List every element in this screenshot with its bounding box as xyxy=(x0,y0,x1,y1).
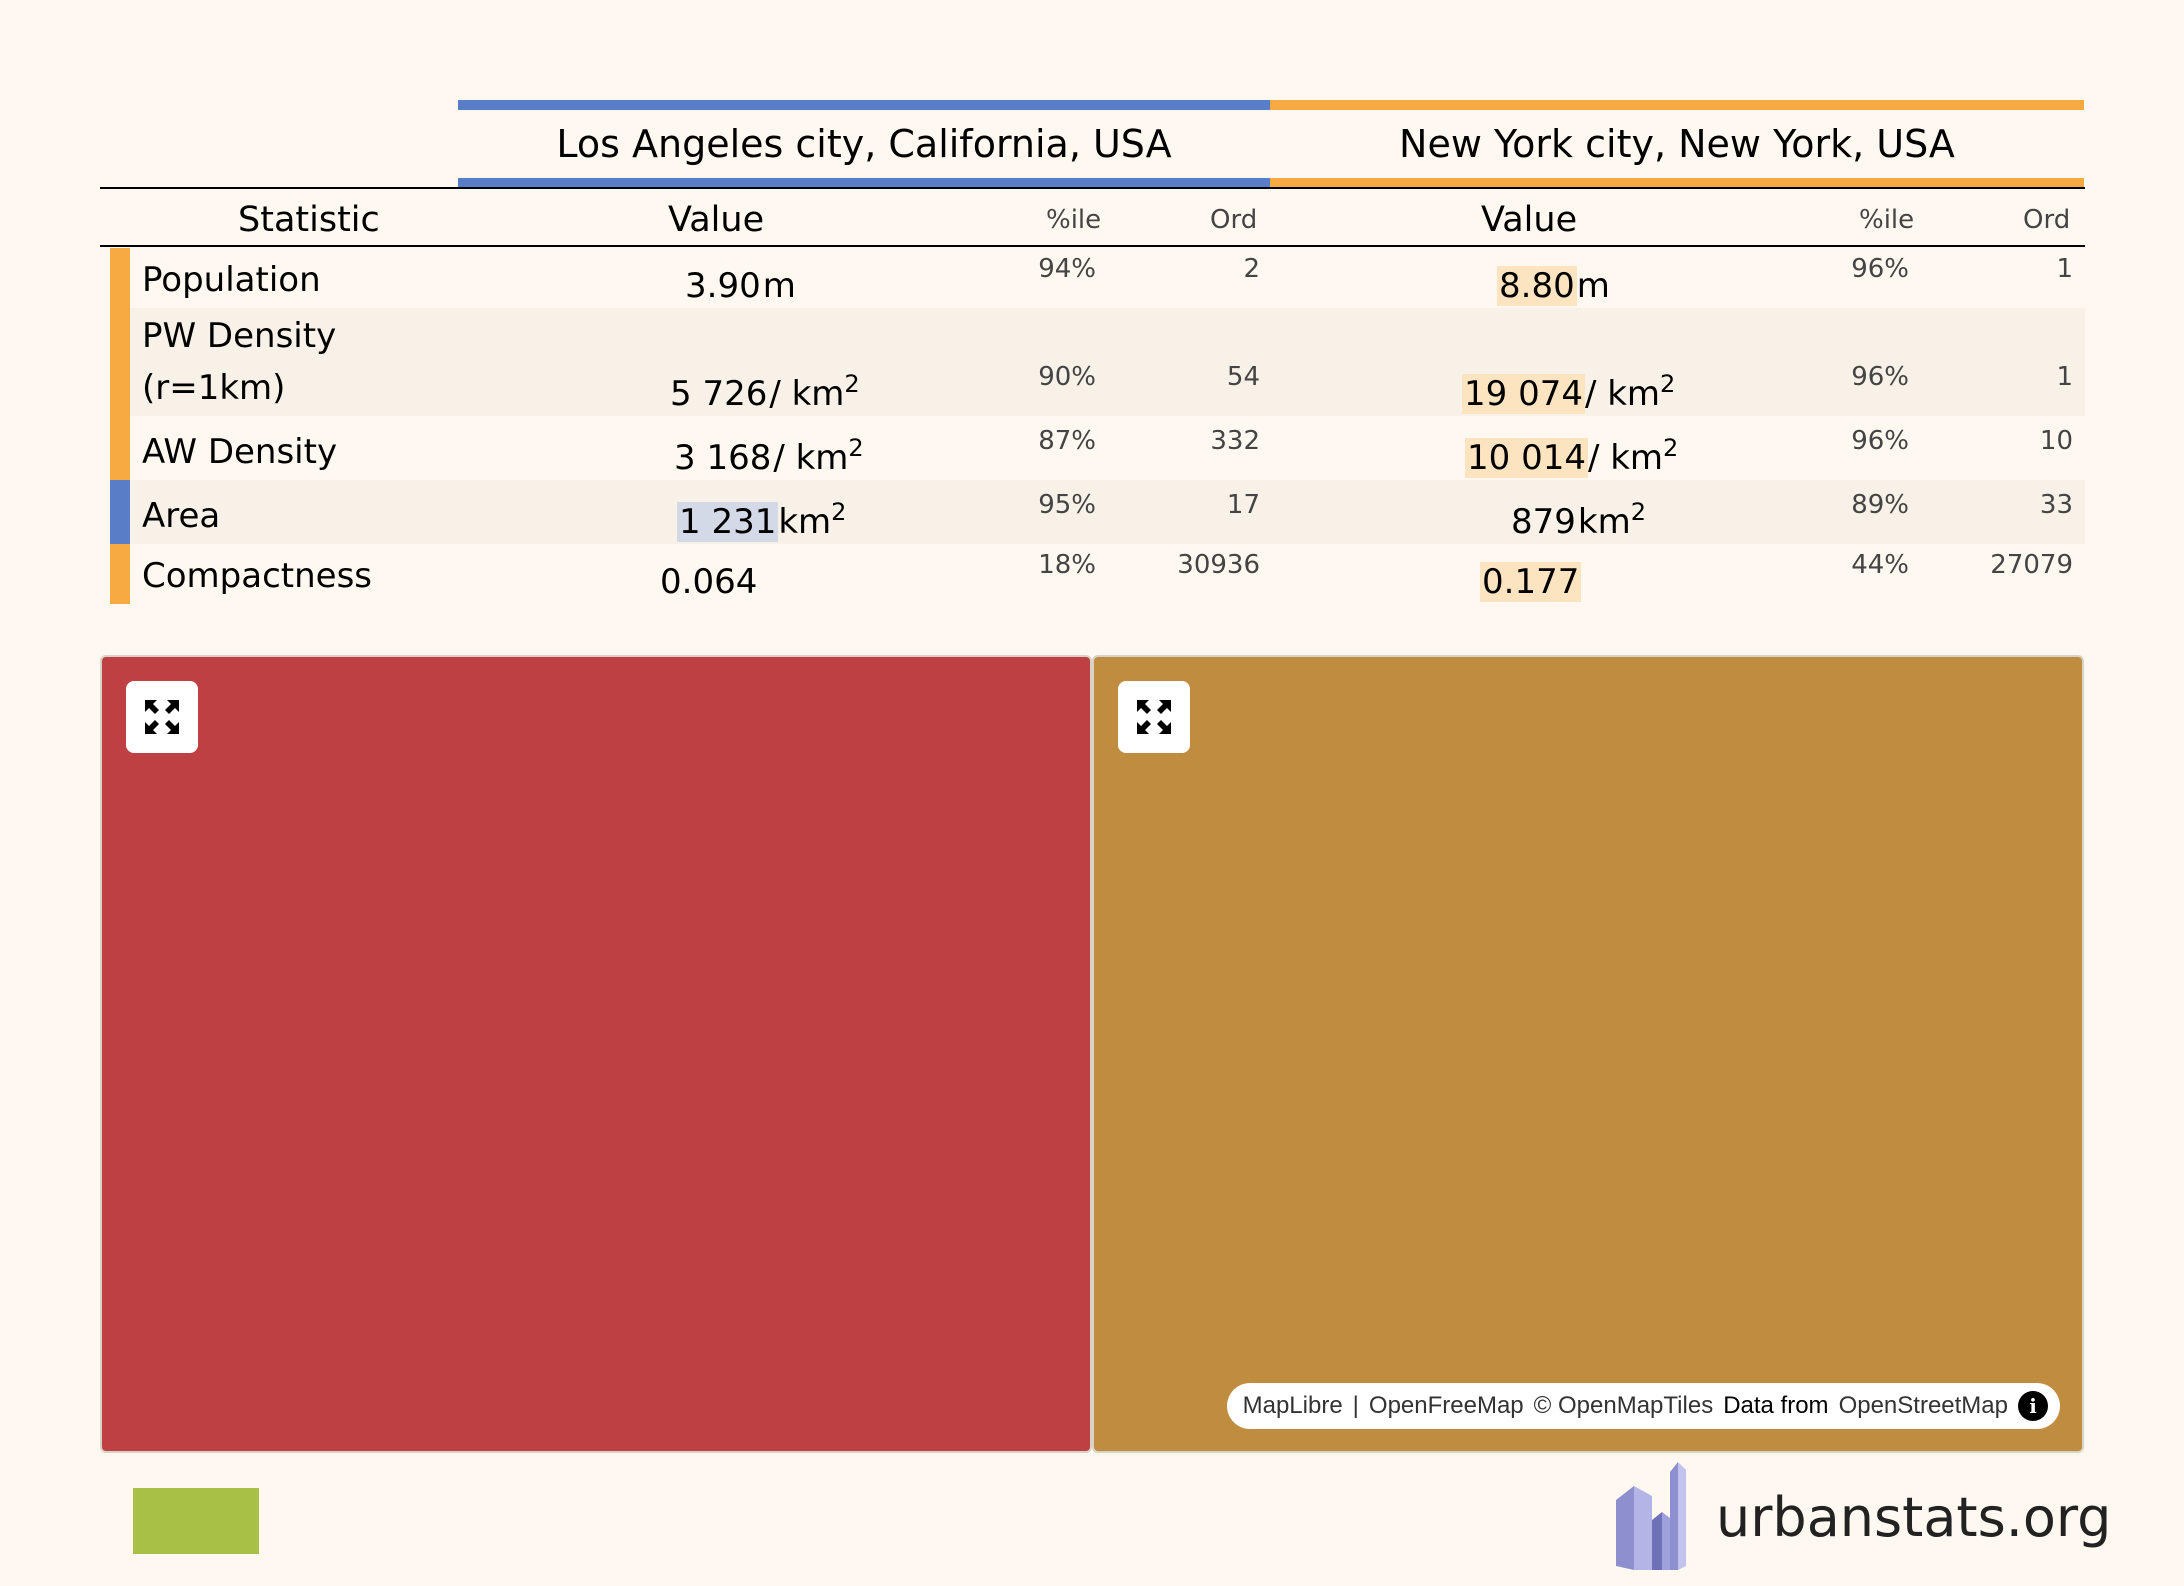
la-area-ordinal: 17 xyxy=(1226,490,1260,520)
stat-label-population[interactable]: Population xyxy=(142,260,321,300)
row-winner-stripe xyxy=(110,308,130,416)
la-pw-density-percentile: 90% xyxy=(1038,362,1096,392)
la-population-value: 3.90 m xyxy=(685,266,796,306)
row-winner-stripe xyxy=(110,416,130,480)
table-row xyxy=(110,480,2085,544)
data-from-label: Data from xyxy=(1723,1392,1829,1419)
info-icon[interactable]: i xyxy=(2018,1391,2048,1421)
expand-arrows-icon[interactable] xyxy=(1118,681,1190,753)
header-rule-top xyxy=(100,187,2085,189)
ny-compactness-value: 0.177 xyxy=(1480,562,1582,602)
ny-compactness-ordinal: 27079 xyxy=(1990,550,2073,580)
ny-aw-density-percentile: 96% xyxy=(1851,426,1909,456)
openstreetmap-link[interactable]: OpenStreetMap xyxy=(1838,1392,2008,1419)
openfreemap-link[interactable]: OpenFreeMap xyxy=(1368,1392,1524,1419)
la-region-header[interactable]: Los Angeles city, California, USA xyxy=(458,110,1270,178)
ny-ordinal-column-header[interactable]: Ord xyxy=(2023,205,2071,235)
row-winner-stripe xyxy=(110,480,130,544)
la-aw-density-percentile: 87% xyxy=(1038,426,1096,456)
la-population-ordinal: 2 xyxy=(1243,254,1260,284)
legend-color-swatch xyxy=(133,1488,259,1554)
ny-header-bottom-bar xyxy=(1270,178,2084,188)
la-region-name[interactable]: Los Angeles city, California, USA xyxy=(556,122,1172,166)
la-compactness-ordinal: 30936 xyxy=(1177,550,1260,580)
la-compactness-percentile: 18% xyxy=(1038,550,1096,580)
ny-area-value: 879 km 2 xyxy=(1511,498,1646,542)
ny-header-top-bar xyxy=(1270,100,2084,110)
la-pw-density-value: 5 726/ km 2 xyxy=(670,370,860,414)
ny-pw-density-value: 19 074/ km 2 xyxy=(1462,370,1676,414)
ny-area-ordinal: 33 xyxy=(2039,490,2073,520)
la-header-bottom-bar xyxy=(458,178,1270,188)
table-row xyxy=(110,416,2085,480)
la-map[interactable] xyxy=(100,655,1092,1453)
la-aw-density-value: 3 168/ km 2 xyxy=(674,434,864,478)
header-rule-bottom xyxy=(100,245,2085,247)
la-pw-density-ordinal: 54 xyxy=(1226,362,1260,392)
table-row xyxy=(110,308,2085,416)
city-buildings-logo-icon xyxy=(1612,1460,1692,1574)
la-area-value: 1 231 km 2 xyxy=(677,498,847,542)
attribution-separator: | xyxy=(1352,1392,1359,1419)
brand-name[interactable]: urbanstats.org xyxy=(1716,1485,2112,1549)
la-aw-density-ordinal: 332 xyxy=(1210,426,1260,456)
ny-value-column-header[interactable]: Value xyxy=(1481,200,1578,240)
la-value-column-header[interactable]: Value xyxy=(668,200,765,240)
ny-aw-density-ordinal: 10 xyxy=(2039,426,2073,456)
ny-map[interactable]: MapLibre | OpenFreeMap © OpenMapTiles Da… xyxy=(1092,655,2084,1453)
la-percentile-column-header[interactable]: %ile xyxy=(1046,205,1102,235)
brand-footer[interactable]: urbanstats.org xyxy=(1612,1460,2111,1574)
stat-label-compactness[interactable]: Compactness xyxy=(142,556,372,596)
stat-label-aw-density[interactable]: AW Density xyxy=(142,432,338,472)
la-area-percentile: 95% xyxy=(1038,490,1096,520)
ny-compactness-percentile: 44% xyxy=(1851,550,1909,580)
la-compactness-value: 0.064 xyxy=(660,562,758,602)
row-winner-stripe xyxy=(110,248,130,308)
map-attribution: MapLibre | OpenFreeMap © OpenMapTiles Da… xyxy=(1226,1383,2060,1429)
ny-percentile-column-header[interactable]: %ile xyxy=(1859,205,1915,235)
ny-population-percentile: 96% xyxy=(1851,254,1909,284)
ny-pw-density-ordinal: 1 xyxy=(2056,362,2073,392)
ny-population-ordinal: 1 xyxy=(2056,254,2073,284)
row-winner-stripe xyxy=(110,544,130,604)
openmaptiles-link[interactable]: © OpenMapTiles xyxy=(1533,1392,1714,1419)
statistic-column-header[interactable]: Statistic xyxy=(238,200,380,240)
la-header-top-bar xyxy=(458,100,1270,110)
ny-area-percentile: 89% xyxy=(1851,490,1909,520)
maplibre-link[interactable]: MapLibre xyxy=(1242,1392,1343,1419)
la-population-percentile: 94% xyxy=(1038,254,1096,284)
ny-region-header[interactable]: New York city, New York, USA xyxy=(1270,110,2084,178)
ny-aw-density-value: 10 014/ km 2 xyxy=(1465,434,1679,478)
stat-label-area[interactable]: Area xyxy=(142,496,221,536)
stat-label-pw-density[interactable]: PW Density (r=1km) xyxy=(142,316,337,408)
table-row xyxy=(110,248,2085,308)
la-ordinal-column-header[interactable]: Ord xyxy=(1210,205,1258,235)
ny-population-value: 8.80 m xyxy=(1497,266,1610,306)
ny-pw-density-percentile: 96% xyxy=(1851,362,1909,392)
ny-region-name[interactable]: New York city, New York, USA xyxy=(1399,122,1955,166)
table-row xyxy=(110,544,2085,604)
expand-arrows-icon[interactable] xyxy=(126,681,198,753)
